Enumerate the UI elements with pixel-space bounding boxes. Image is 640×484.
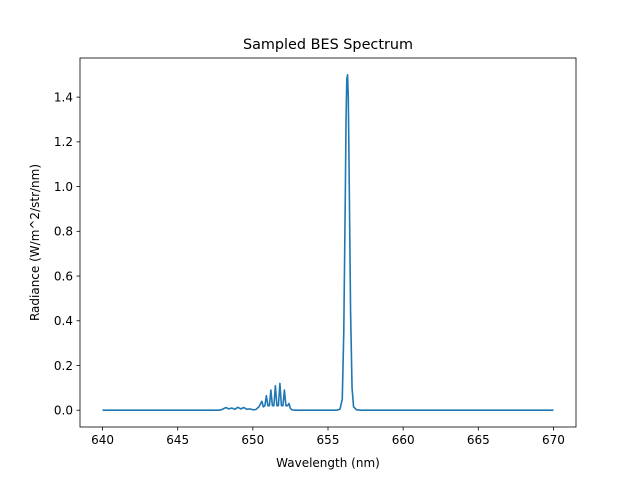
x-tick-label: 670 — [542, 433, 565, 447]
y-tick-label: 0.8 — [54, 225, 73, 239]
chart-title: Sampled BES Spectrum — [243, 37, 413, 53]
x-tick-label: 645 — [166, 433, 189, 447]
x-axis-label: Wavelength (nm) — [276, 456, 380, 470]
plot-area: 640 645 650 655 660 665 670 0.0 0.2 0.4 0.6 0.8 1.0 1… — [54, 57, 577, 447]
y-tick-label: 1.2 — [54, 135, 73, 149]
y-tick-label: 0.6 — [54, 269, 73, 283]
series-line-0 — [102, 73, 554, 412]
y-tick-label: 0.0 — [54, 404, 73, 418]
y-tick-label: 0.4 — [54, 314, 73, 328]
y-tick-label: 1.4 — [54, 90, 73, 104]
x-tick-label: 640 — [91, 433, 114, 447]
x-tick-label: 660 — [392, 433, 415, 447]
x-tick-label: 655 — [317, 433, 340, 447]
y-tick-label: 1.0 — [54, 180, 73, 194]
x-tick-label: 665 — [467, 433, 490, 447]
x-tick-label: 650 — [241, 433, 264, 447]
y-axis-label: Radiance (W/m^2/str/nm) — [28, 164, 42, 321]
y-tick-label: 0.2 — [54, 359, 73, 373]
